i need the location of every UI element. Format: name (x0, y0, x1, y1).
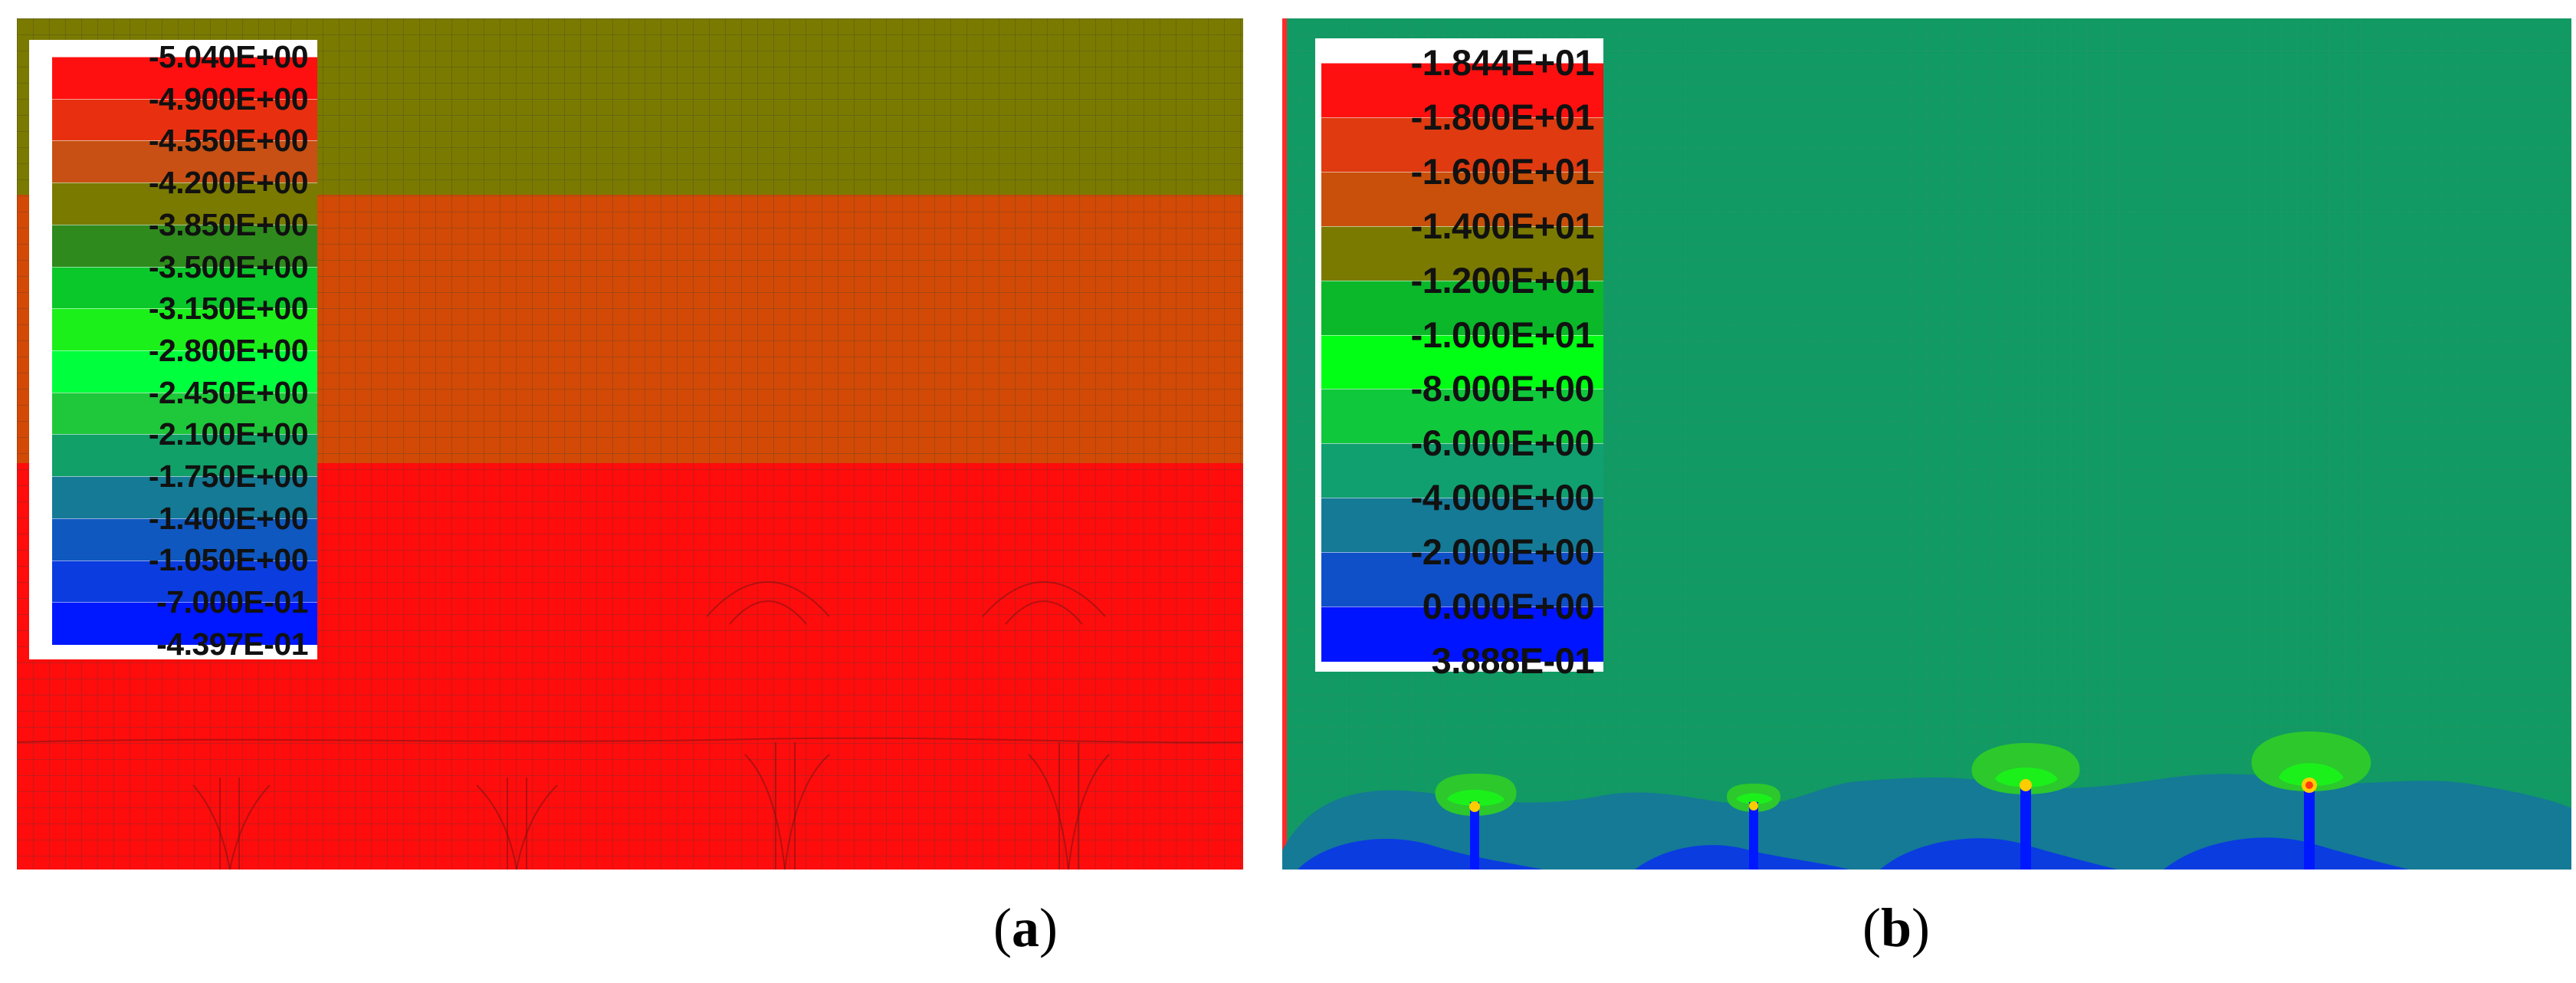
panel-caption-a: (a) (993, 897, 1058, 958)
pile-head-halo (1727, 784, 1780, 870)
legend-color-swatch (1321, 225, 1603, 281)
color-legend-a: -5.040E+00 -4.900E+00 -4.550E+00 -4.200E+00… (29, 39, 317, 662)
plot-left-edge (1282, 18, 1287, 870)
legend-value-label: -4.550E+00 (148, 123, 309, 159)
legend-color-swatch (1321, 280, 1603, 336)
legend-value-label: -2.800E+00 (148, 332, 309, 368)
panel-caption-b: (b) (1862, 897, 1931, 958)
legend-color-swatch (1321, 63, 1603, 118)
legend-value-label: -1.600E+01 (1410, 150, 1595, 192)
legend-value-label: -5.040E+00 (148, 39, 309, 74)
deep-contour-zone (1635, 845, 1849, 870)
legend-color-swatch (1321, 552, 1603, 608)
legend-color-swatch (52, 140, 317, 184)
legend-value-label: -2.450E+00 (148, 374, 309, 410)
legend-value-label: -1.000E+01 (1410, 314, 1595, 355)
legend-color-swatch (52, 350, 317, 393)
legend-color-swatch (52, 476, 317, 519)
deep-contour-zone (1880, 838, 2118, 870)
stress-contours (1282, 731, 2571, 870)
legend-color-swatch (52, 308, 317, 351)
legend-color-swatch (52, 392, 317, 436)
deep-contour-zone (2164, 837, 2409, 870)
legend-color-swatch (1321, 334, 1603, 390)
legend-value-label: -1.800E+01 (1410, 96, 1595, 137)
color-legend-b: -1.844E+01 -1.800E+01 -1.600E+01 -1.400E+01… (1315, 38, 1603, 679)
legend-value-label: -3.850E+00 (148, 206, 309, 242)
legend-color-swatch (1321, 171, 1603, 227)
legend-value-label: -4.200E+00 (148, 165, 309, 201)
pile-head-halo (1435, 774, 1517, 870)
pile-head-halo (2251, 731, 2371, 870)
legend-color-swatch (52, 518, 317, 561)
legend-value-label: 3.888E-01 (1431, 639, 1595, 681)
legend-value-label: -1.844E+01 (1410, 42, 1595, 83)
legend-swatch-column (52, 57, 317, 645)
pile-head-halo (1971, 743, 2080, 870)
legend-value-label: -6.000E+00 (1410, 422, 1595, 464)
legend-value-label: -2.000E+00 (1410, 531, 1595, 573)
legend-value-label: -4.000E+00 (1410, 477, 1595, 518)
legend-color-swatch (52, 602, 317, 645)
legend-color-swatch (1321, 389, 1603, 445)
legend-value-label: -3.500E+00 (148, 248, 309, 284)
legend-swatch-column (1321, 63, 1603, 662)
legend-color-swatch (52, 182, 317, 225)
legend-color-swatch (1321, 443, 1603, 499)
legend-value-label: -4.900E+00 (148, 81, 309, 117)
legend-value-label: -8.000E+00 (1410, 368, 1595, 409)
legend-value-label: -4.397E-01 (156, 626, 308, 662)
legend-value-label: -2.100E+00 (148, 416, 309, 452)
legend-color-swatch (52, 57, 317, 100)
legend-value-label: 0.000E+00 (1422, 586, 1595, 626)
legend-color-swatch (1321, 498, 1603, 554)
legend-color-swatch (52, 98, 317, 142)
legend-color-swatch (1321, 117, 1603, 173)
legend-color-swatch (52, 266, 317, 310)
legend-color-swatch (52, 224, 317, 268)
legend-color-swatch (52, 560, 317, 603)
legend-value-label: -1.400E+00 (148, 500, 309, 536)
legend-value-label: -3.150E+00 (148, 291, 309, 327)
legend-value-label: -1.750E+00 (148, 459, 309, 494)
legend-color-swatch (52, 434, 317, 478)
legend-value-label: -1.050E+00 (148, 542, 309, 578)
legend-color-swatch (1321, 607, 1603, 662)
legend-value-label: -7.000E-01 (156, 584, 308, 620)
legend-value-label: -1.400E+01 (1410, 205, 1595, 246)
deep-contour-zone (1298, 839, 1543, 870)
mesh-refinement-lines (17, 581, 1243, 870)
legend-value-label: -1.200E+01 (1410, 259, 1595, 301)
